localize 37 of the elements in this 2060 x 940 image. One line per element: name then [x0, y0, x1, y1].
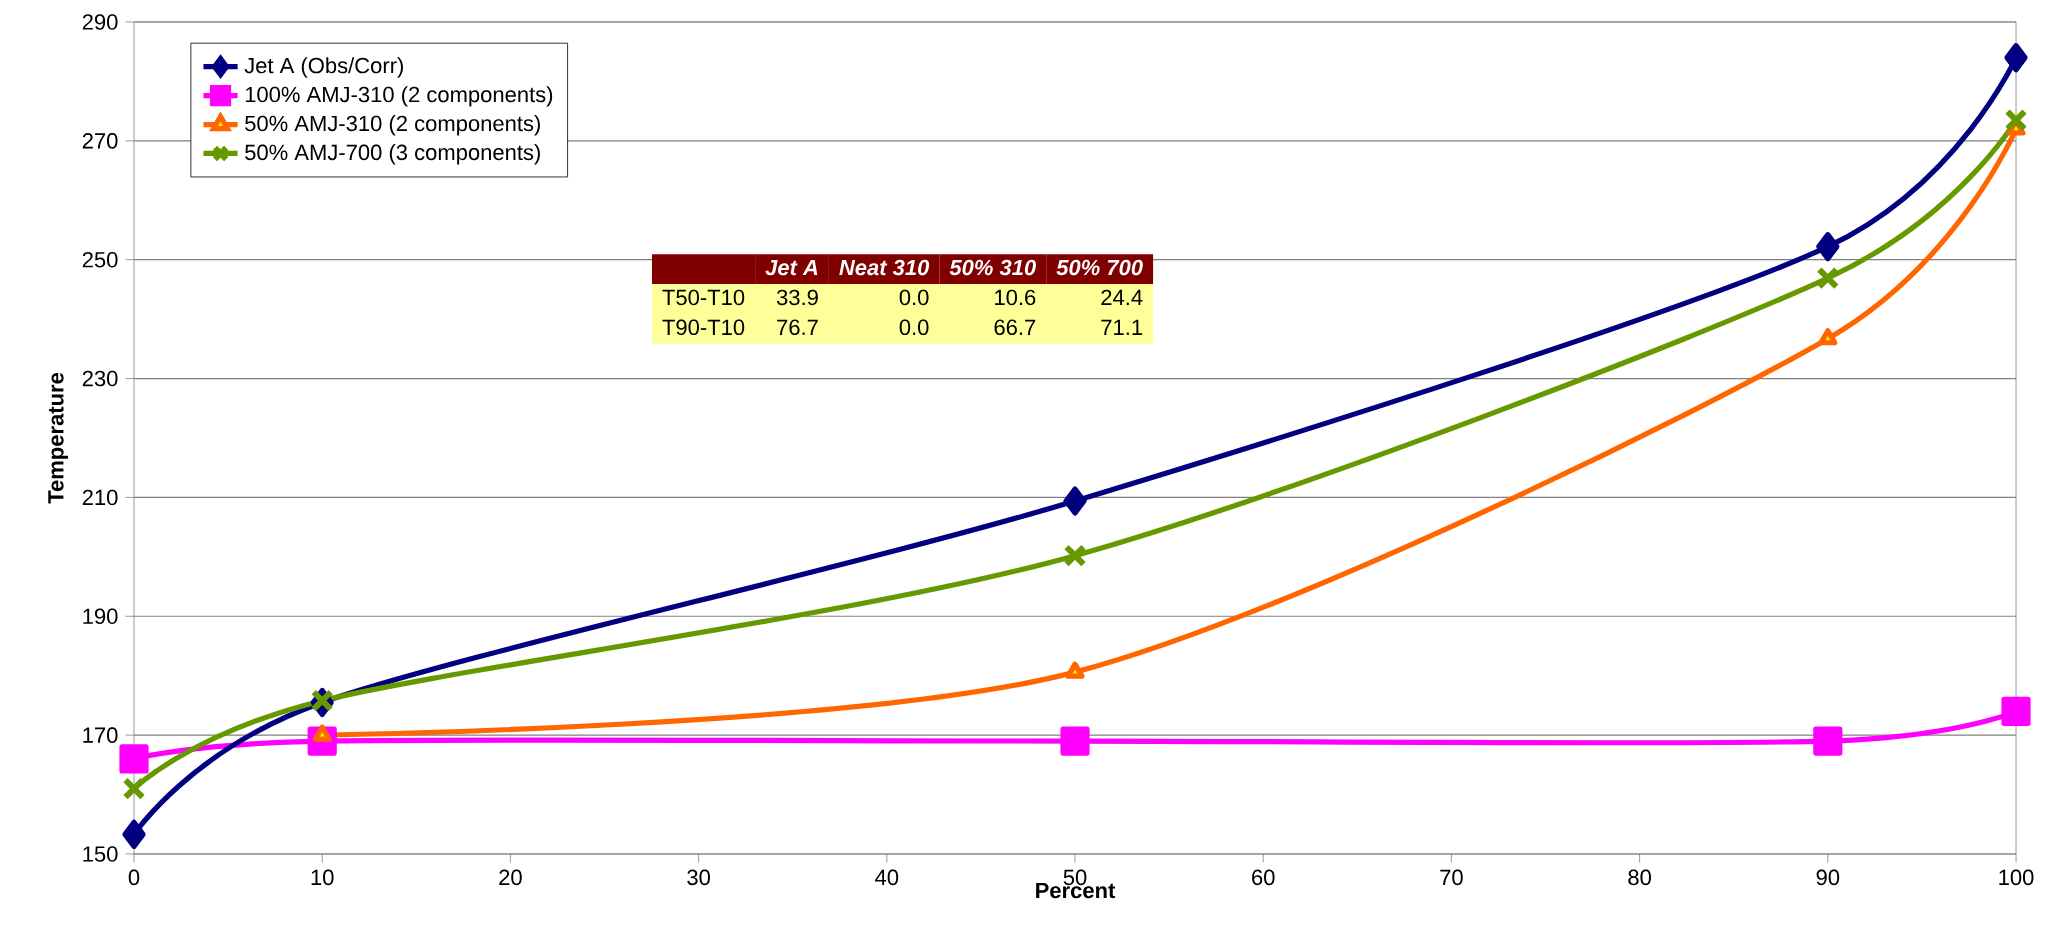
- x-tick-label: 80: [1628, 869, 1651, 886]
- annotation: 50% 310: [949, 259, 1036, 276]
- annotation: 33.9: [776, 289, 818, 306]
- x-tick-label: 60: [1252, 869, 1275, 886]
- annotation: 66.7: [994, 319, 1036, 336]
- annotation: 0.0: [899, 289, 929, 306]
- y-tick-label: 230: [82, 370, 118, 387]
- x-tick-label: 20: [499, 869, 522, 886]
- annotation: 50% 700: [1056, 259, 1143, 276]
- annotation: T50-T10: [662, 289, 745, 306]
- annotation: 24.4: [1101, 289, 1143, 305]
- legend-label: 50% AMJ-310 (2 components): [245, 115, 540, 136]
- y-tick-label: 250: [82, 251, 118, 268]
- x-tick-label: 10: [311, 869, 334, 886]
- annotation: 76.7: [777, 319, 818, 336]
- legend-label: Jet A (Obs/Corr): [244, 57, 403, 78]
- annotation: Jet A: [765, 259, 818, 276]
- annotation: Neat 310: [839, 259, 930, 276]
- y-tick-label: 210: [82, 489, 118, 506]
- x-tick-label: 30: [687, 869, 710, 886]
- annotation: 10.6: [995, 289, 1036, 306]
- y-tick-label: 290: [82, 14, 118, 30]
- y-tick-label: 270: [82, 133, 118, 149]
- annotation: 71.1: [1101, 319, 1143, 335]
- x-tick-label: 0: [128, 869, 140, 886]
- x-tick-label: 40: [875, 869, 899, 886]
- x-tick-label: 100: [1999, 869, 2034, 886]
- x-tick-label: 90: [1816, 869, 1840, 886]
- y-tick-label: 170: [83, 727, 118, 743]
- legend-label: 100% AMJ-310 (2 components): [245, 86, 553, 107]
- y-tick-label: 150: [83, 846, 118, 862]
- y-axis-title: Temperature: [48, 372, 68, 504]
- legend-label: 50% AMJ-700 (3 components): [245, 144, 540, 165]
- y-tick-label: 190: [83, 608, 118, 625]
- annotation: T90-T10: [662, 319, 745, 336]
- x-tick-label: 70: [1440, 869, 1463, 886]
- annotation: 0.0: [899, 319, 929, 336]
